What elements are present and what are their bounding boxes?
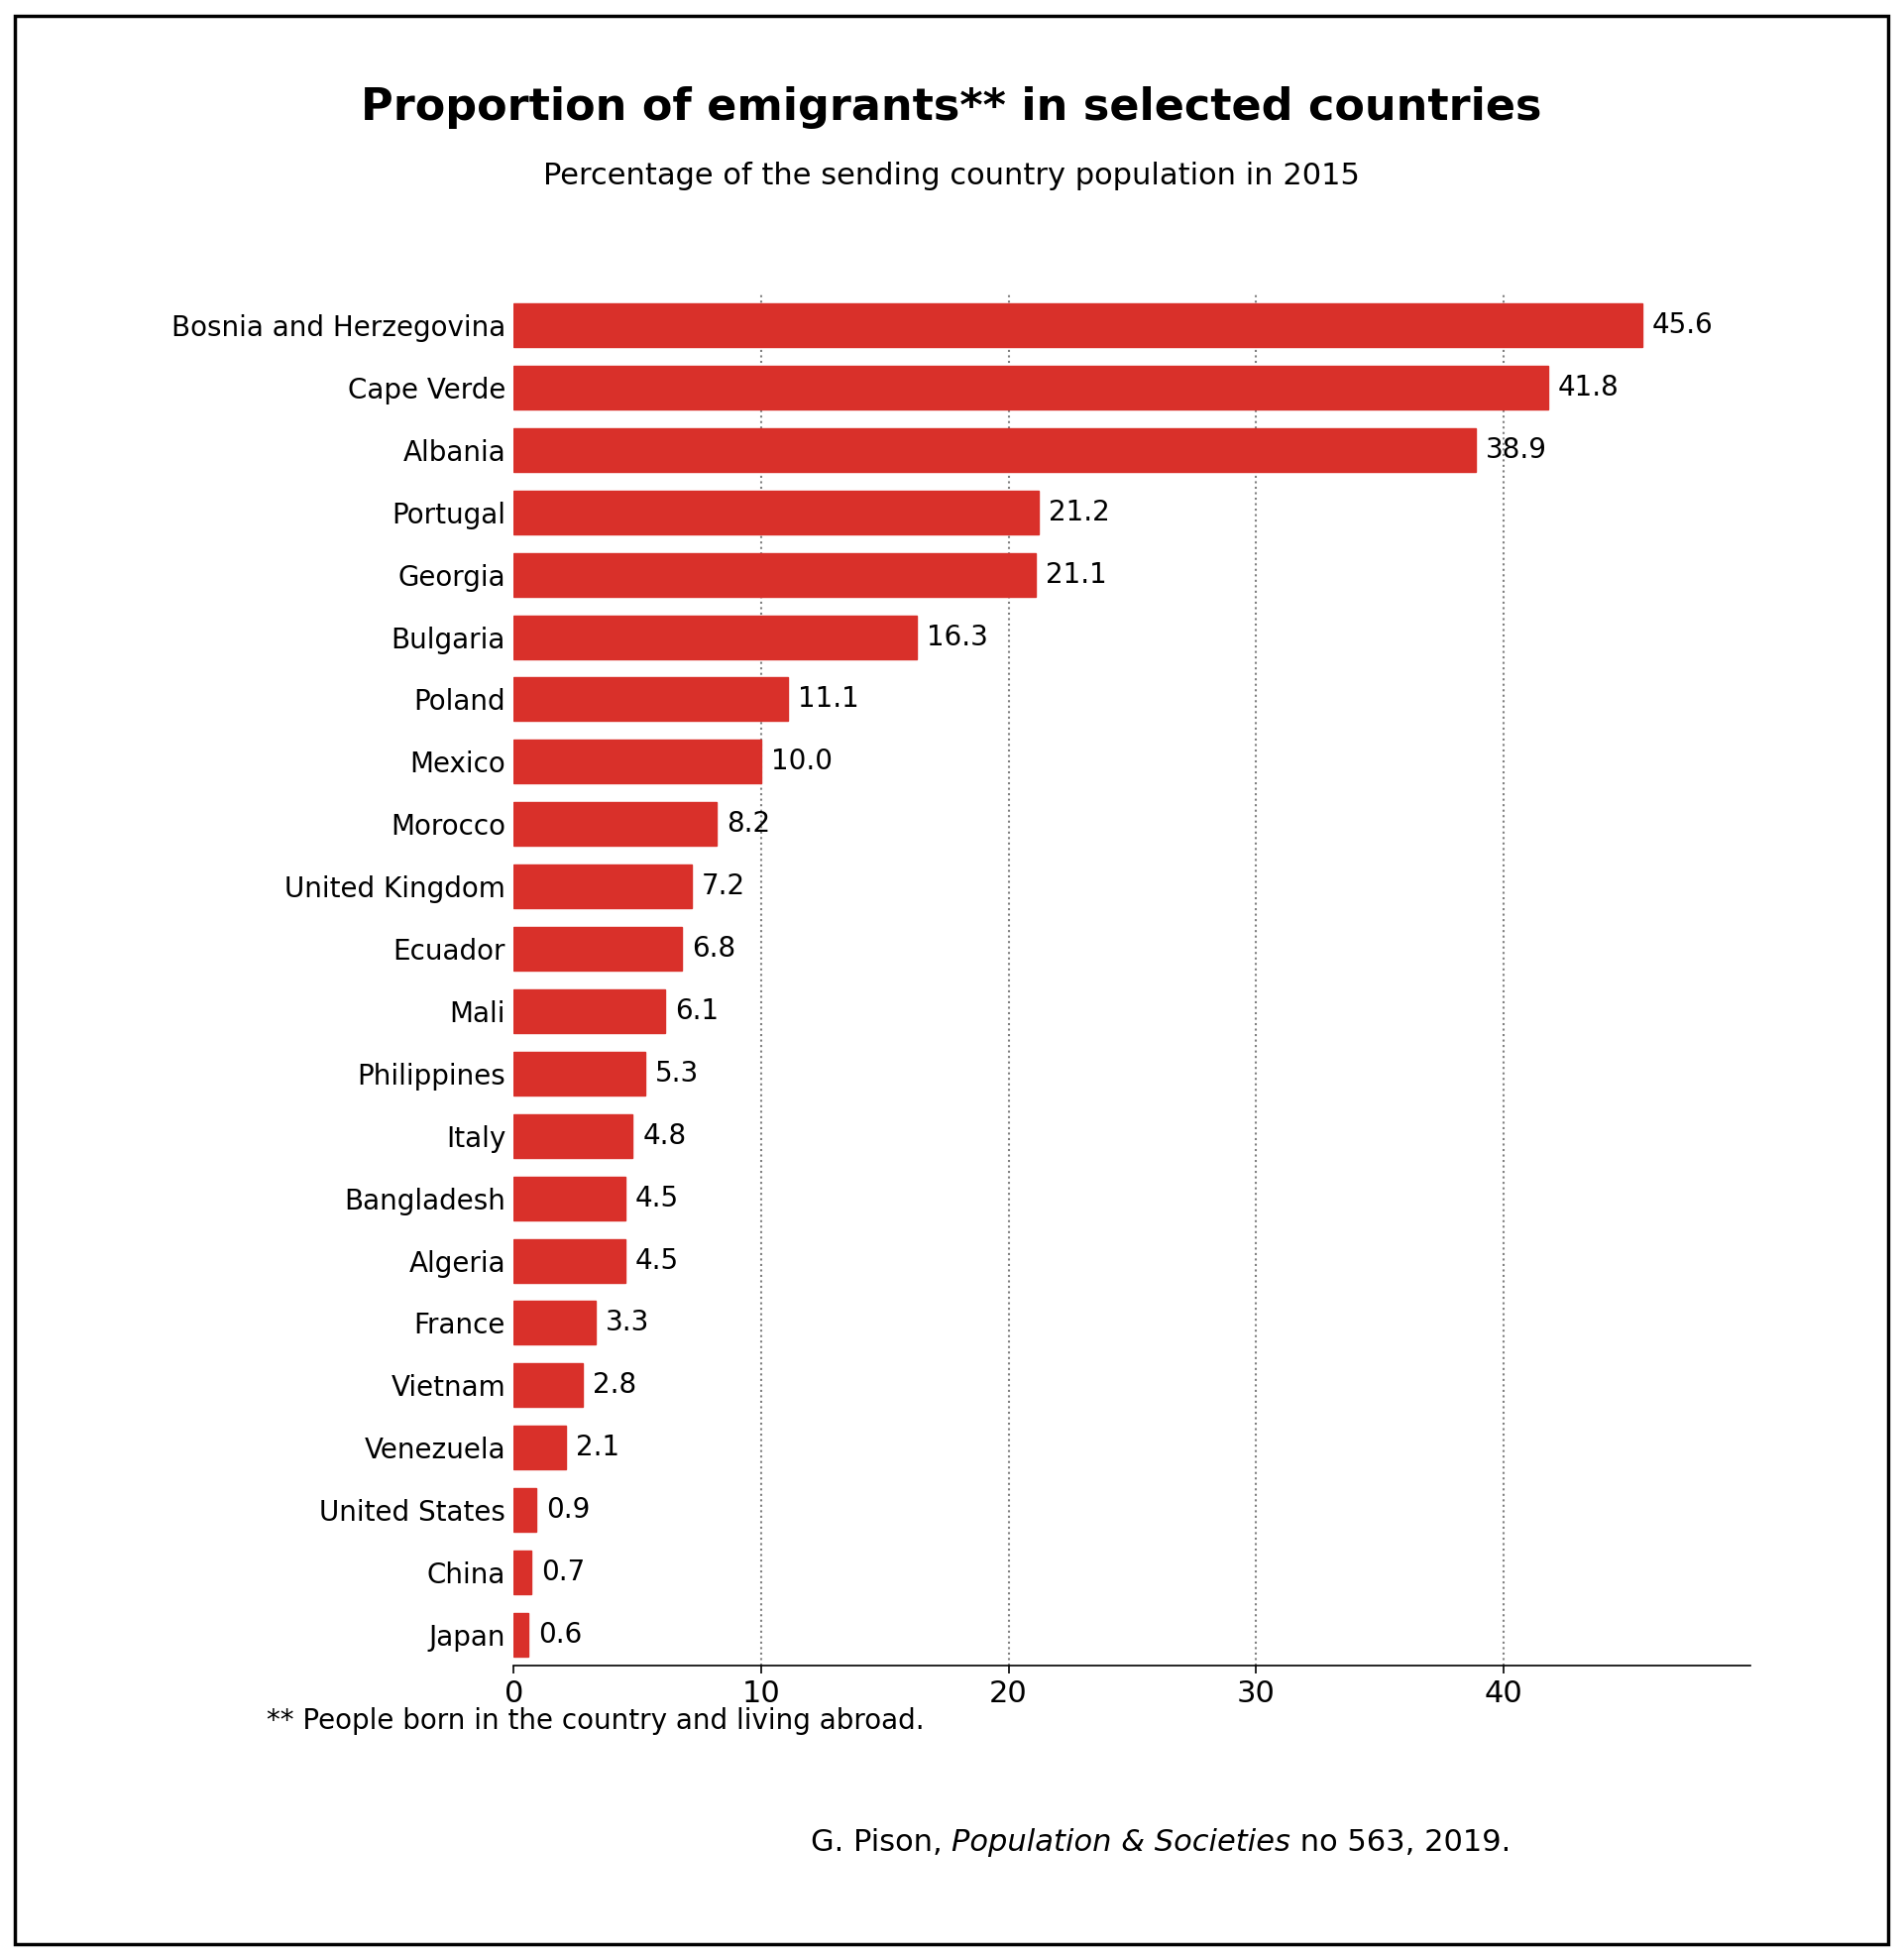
Text: 0.6: 0.6 xyxy=(539,1621,582,1648)
Text: Proportion of emigrants** in selected countries: Proportion of emigrants** in selected co… xyxy=(362,86,1541,129)
Text: 41.8: 41.8 xyxy=(1559,374,1619,402)
Text: 6.1: 6.1 xyxy=(676,998,717,1025)
Text: 4.8: 4.8 xyxy=(643,1121,687,1151)
Bar xyxy=(514,1488,537,1533)
Text: ** People born in the country and living abroad.: ** People born in the country and living… xyxy=(266,1707,925,1735)
Text: 21.1: 21.1 xyxy=(1047,561,1108,588)
Text: 3.3: 3.3 xyxy=(605,1309,649,1337)
Text: 0.9: 0.9 xyxy=(546,1495,590,1525)
Text: 7.2: 7.2 xyxy=(702,872,746,900)
Text: 38.9: 38.9 xyxy=(1486,435,1547,465)
Text: 21.2: 21.2 xyxy=(1049,498,1109,525)
Text: 16.3: 16.3 xyxy=(927,623,988,651)
Text: 11.1: 11.1 xyxy=(799,686,860,713)
Text: 4.5: 4.5 xyxy=(636,1184,679,1211)
Bar xyxy=(514,1239,626,1282)
Text: 6.8: 6.8 xyxy=(693,935,736,962)
Text: G. Pison,: G. Pison, xyxy=(811,1829,952,1856)
Bar xyxy=(514,1613,529,1656)
Text: 4.5: 4.5 xyxy=(636,1247,679,1274)
Text: Percentage of the sending country population in 2015: Percentage of the sending country popula… xyxy=(542,163,1361,190)
Text: 10.0: 10.0 xyxy=(771,749,832,776)
Bar xyxy=(514,367,1547,410)
Bar xyxy=(514,990,664,1033)
Text: no 563, 2019.: no 563, 2019. xyxy=(1290,1829,1511,1856)
Bar xyxy=(514,864,693,907)
Bar xyxy=(514,615,917,659)
Bar xyxy=(514,490,1039,533)
Bar xyxy=(514,1301,596,1345)
Bar xyxy=(514,427,1477,472)
Bar xyxy=(514,304,1642,347)
Bar xyxy=(514,1176,626,1219)
Bar xyxy=(514,1053,645,1096)
Bar xyxy=(514,1113,632,1158)
Bar xyxy=(514,1550,531,1593)
Text: 2.8: 2.8 xyxy=(594,1372,638,1399)
Text: 45.6: 45.6 xyxy=(1652,312,1713,339)
Bar xyxy=(514,1427,565,1470)
Text: 0.7: 0.7 xyxy=(540,1558,584,1586)
Text: Population & Societies: Population & Societies xyxy=(952,1829,1290,1856)
Bar xyxy=(514,678,788,721)
Text: 5.3: 5.3 xyxy=(655,1060,698,1088)
Bar xyxy=(514,741,761,784)
Text: 8.2: 8.2 xyxy=(727,809,771,839)
Bar xyxy=(514,927,681,970)
Bar xyxy=(514,553,1035,596)
Bar xyxy=(514,1364,582,1407)
Bar xyxy=(514,802,717,847)
Text: 2.1: 2.1 xyxy=(577,1435,618,1462)
